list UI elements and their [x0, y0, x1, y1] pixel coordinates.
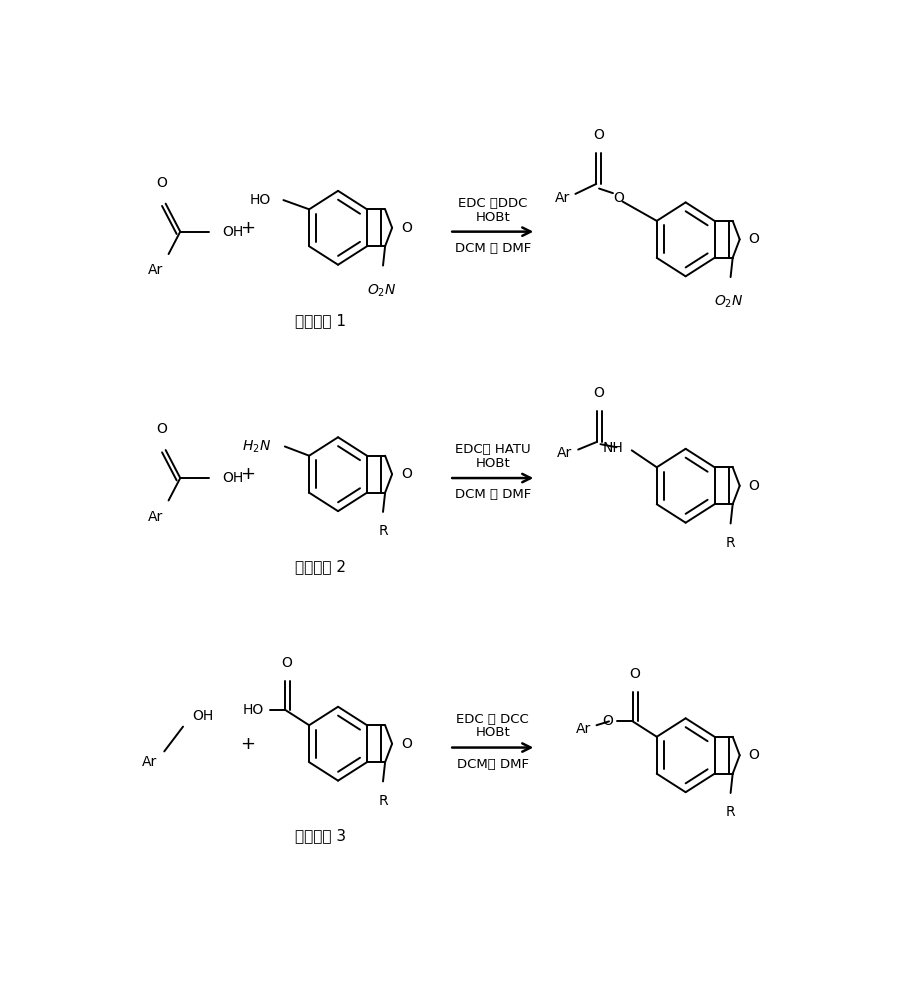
- Text: +: +: [240, 735, 255, 753]
- Text: +: +: [240, 219, 255, 237]
- Text: Ar: Ar: [142, 755, 157, 769]
- Text: O: O: [282, 656, 292, 670]
- Text: DCM 或 DMF: DCM 或 DMF: [455, 488, 531, 501]
- Text: O: O: [593, 128, 604, 142]
- Text: $O_2N$: $O_2N$: [367, 282, 396, 299]
- Text: O: O: [749, 748, 760, 762]
- Text: Ar: Ar: [148, 263, 163, 277]
- Text: O: O: [156, 422, 167, 436]
- Text: OH: OH: [222, 225, 243, 239]
- Text: O: O: [594, 386, 605, 400]
- Text: O: O: [401, 221, 412, 235]
- Text: O: O: [156, 176, 167, 190]
- Text: HO: HO: [249, 193, 271, 207]
- Text: EDC 或 DCC: EDC 或 DCC: [457, 713, 529, 726]
- Text: NH: NH: [603, 441, 623, 455]
- Text: $H_2N$: $H_2N$: [242, 438, 271, 455]
- Text: O: O: [401, 737, 412, 751]
- Text: HO: HO: [243, 703, 265, 717]
- Text: O: O: [749, 479, 760, 493]
- Text: Ar: Ar: [554, 191, 570, 205]
- Text: HOBt: HOBt: [475, 726, 510, 739]
- Text: 反应路线 3: 反应路线 3: [295, 829, 346, 844]
- Text: DCM 或 DMF: DCM 或 DMF: [455, 242, 531, 255]
- Text: EDC 或DDC: EDC 或DDC: [458, 197, 527, 210]
- Text: 反应路线 1: 反应路线 1: [295, 313, 346, 328]
- Text: O: O: [602, 714, 614, 728]
- Text: 反应路线 2: 反应路线 2: [295, 559, 346, 574]
- Text: HOBt: HOBt: [475, 457, 510, 470]
- Text: HOBt: HOBt: [475, 211, 510, 224]
- Text: Ar: Ar: [557, 446, 572, 460]
- Text: R: R: [726, 805, 736, 819]
- Text: R: R: [726, 536, 736, 550]
- Text: O: O: [630, 667, 640, 681]
- Text: Ar: Ar: [576, 722, 591, 736]
- Text: OH: OH: [222, 471, 243, 485]
- Text: +: +: [240, 465, 255, 483]
- Text: DCM或 DMF: DCM或 DMF: [457, 758, 528, 771]
- Text: O: O: [613, 191, 624, 205]
- Text: R: R: [379, 524, 388, 538]
- Text: EDC或 HATU: EDC或 HATU: [455, 443, 530, 456]
- Text: $O_2N$: $O_2N$: [714, 294, 744, 310]
- Text: O: O: [749, 232, 760, 246]
- Text: OH: OH: [192, 709, 213, 723]
- Text: R: R: [379, 794, 388, 808]
- Text: O: O: [401, 467, 412, 481]
- Text: Ar: Ar: [148, 510, 163, 524]
